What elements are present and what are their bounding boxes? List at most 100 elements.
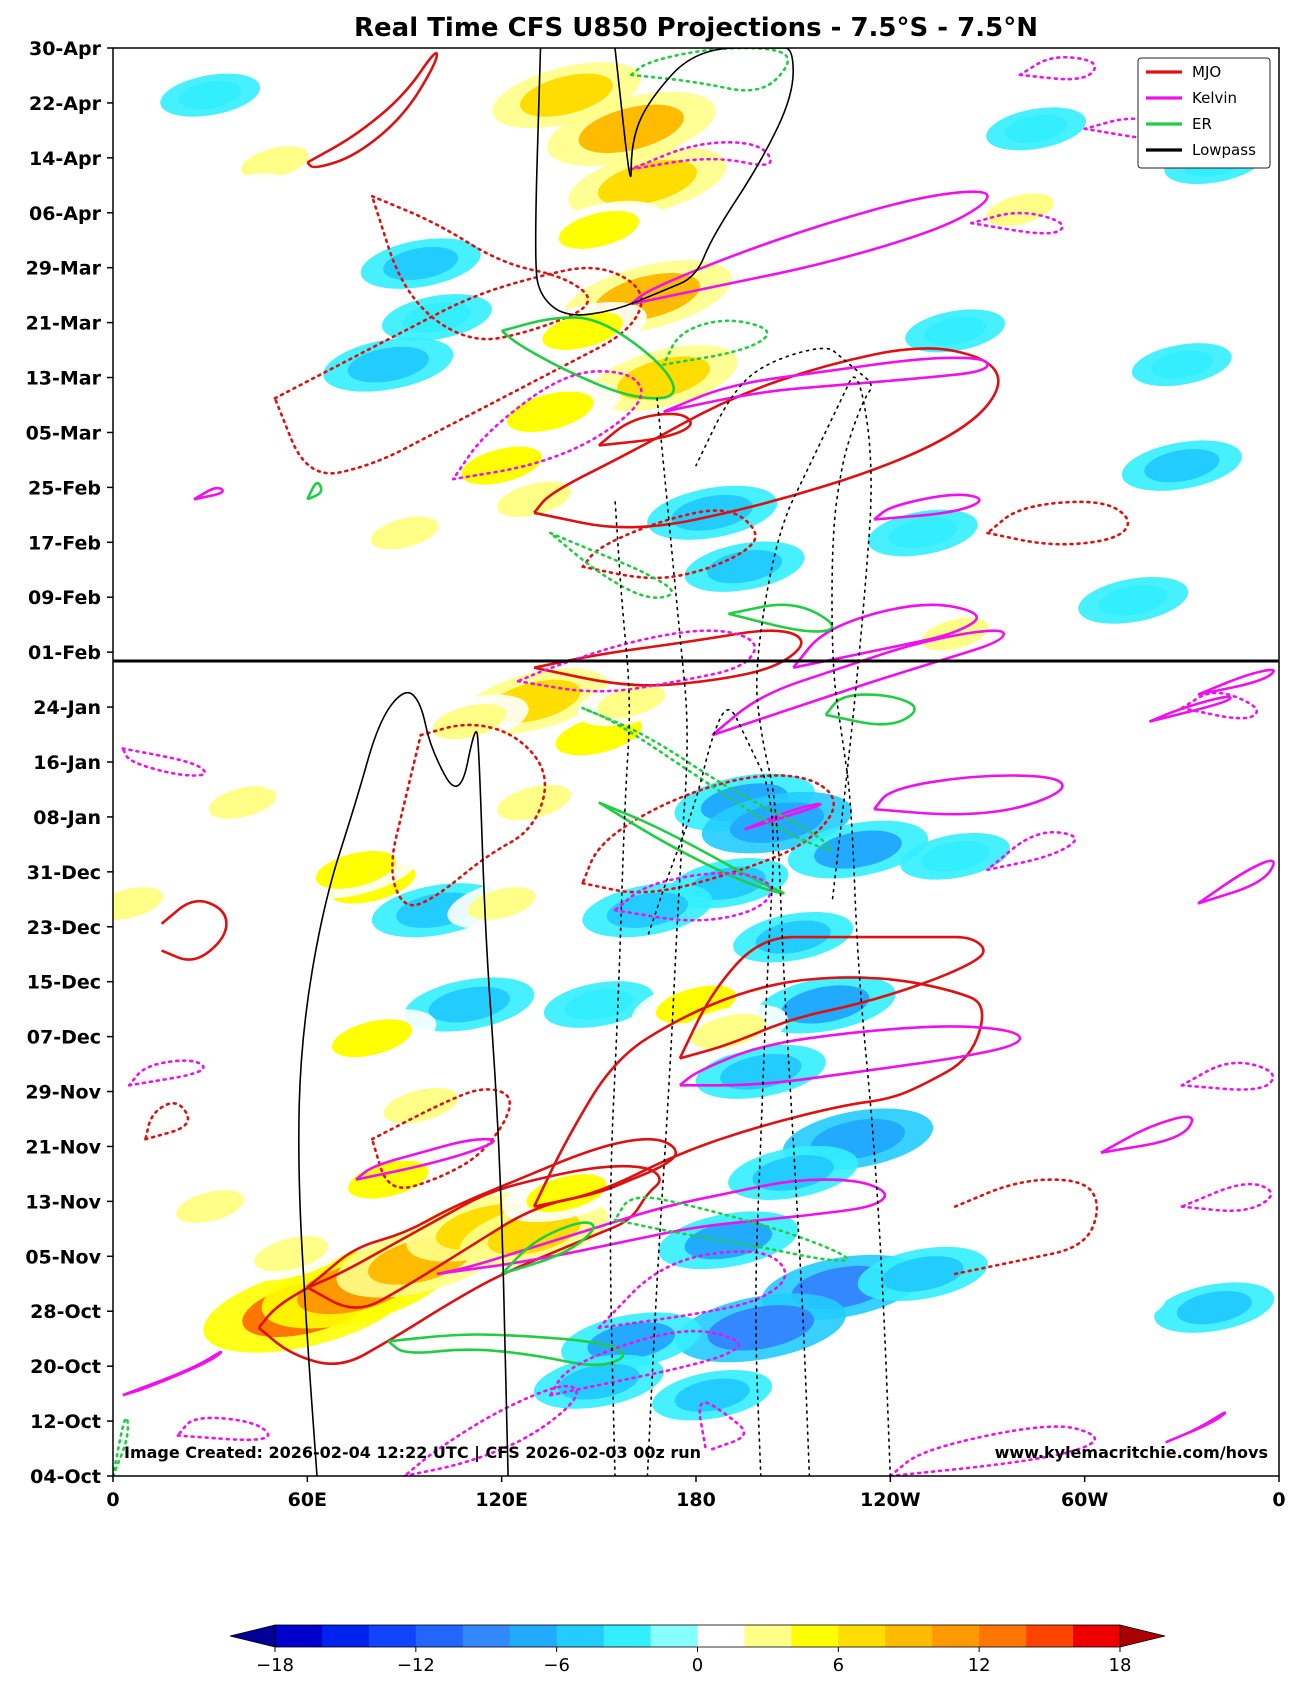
anomaly-blob xyxy=(691,1013,766,1050)
contour-mjo-solid xyxy=(160,899,228,961)
contour-lowpass-dotted xyxy=(756,376,872,1476)
y-tick-label: 25-Feb xyxy=(28,477,101,499)
colorbar-segment xyxy=(603,1625,652,1647)
anomaly-blob xyxy=(1144,448,1220,483)
anomaly-blob xyxy=(1053,248,1116,279)
anomaly-blob xyxy=(211,181,274,212)
contour-mjo-solid xyxy=(257,1164,661,1365)
anomaly-blob xyxy=(240,146,309,179)
anomaly-blob xyxy=(315,850,397,889)
anomaly-blob xyxy=(558,1363,640,1400)
anomaly-blob xyxy=(558,210,640,249)
y-tick-label: 17-Feb xyxy=(28,532,101,554)
contour-kelvin-solid xyxy=(1100,1115,1194,1154)
anomaly-blob xyxy=(956,1359,1019,1390)
y-tick-label: 29-Mar xyxy=(26,258,102,280)
contour-kelvin-dotted xyxy=(176,1416,270,1442)
contour-kelvin-dotted xyxy=(889,1425,1097,1476)
contour-kelvin-solid xyxy=(193,486,224,501)
colorbar-tick-label: −6 xyxy=(543,1655,570,1676)
anomaly-blob xyxy=(674,1378,750,1412)
contour-mjo-solid xyxy=(533,629,803,687)
colorbar-segment xyxy=(979,1625,1027,1647)
anomaly-blob xyxy=(406,619,468,650)
anomaly-blob xyxy=(130,1056,193,1087)
colorbar-segment xyxy=(885,1625,933,1647)
contour-mjo-solid xyxy=(533,347,1000,529)
contour-mjo-solid xyxy=(306,1137,678,1309)
legend-label: MJO xyxy=(1192,63,1221,81)
contour-mjo-dotted xyxy=(986,500,1130,546)
anomaly-blob xyxy=(985,193,1054,226)
anomaly-blob xyxy=(347,346,429,383)
x-tick-label: 60E xyxy=(288,1489,327,1511)
y-tick-label: 22-Apr xyxy=(29,93,102,115)
contour-kelvin-solid xyxy=(873,774,1064,816)
anomaly-blob xyxy=(496,784,572,821)
contour-kelvin-dotted xyxy=(403,1384,578,1476)
colorbar-segment xyxy=(275,1625,323,1647)
anomaly-blob xyxy=(564,989,634,1020)
y-tick-label: 05-Mar xyxy=(26,422,102,444)
y-tick-label: 15-Dec xyxy=(27,972,101,994)
x-tick-label: 120W xyxy=(860,1489,921,1511)
anomaly-blob xyxy=(1231,181,1279,212)
contour-kelvin-solid xyxy=(678,1025,1022,1087)
anomaly-blob xyxy=(888,517,958,549)
contour-er-solid xyxy=(598,801,785,895)
contour-mjo-dotted xyxy=(581,774,835,894)
anomaly-blob xyxy=(781,985,870,1024)
anomaly-blob xyxy=(370,516,439,550)
anomaly-blob xyxy=(814,830,902,869)
colorbar-segment xyxy=(1073,1625,1121,1647)
anomaly-blob xyxy=(1118,1191,1181,1222)
colorbar-tick-label: 0 xyxy=(692,1655,703,1676)
anomaly-blob xyxy=(989,383,1051,414)
contour-mjo-dotted xyxy=(391,723,547,907)
contour-kelvin-solid xyxy=(711,629,1005,737)
contour-kelvin-dotted xyxy=(451,370,643,481)
contour-kelvin-solid xyxy=(873,493,981,521)
colorbar-segment xyxy=(368,1625,417,1647)
y-tick-label: 28-Oct xyxy=(30,1301,101,1323)
anomaly-blob xyxy=(923,316,987,346)
x-tick-label: 180 xyxy=(676,1489,716,1511)
legend: MJO Kelvin ER Lowpass xyxy=(1137,57,1271,169)
anomaly-blob xyxy=(920,840,990,872)
y-tick-label: 08-Jan xyxy=(33,807,101,829)
anomaly-blob xyxy=(1086,1292,1148,1323)
y-tick-label: 06-Apr xyxy=(29,203,102,225)
anomaly-blob xyxy=(276,753,339,784)
y-tick-label: 29-Nov xyxy=(25,1082,101,1104)
colorbar-tick-label: 18 xyxy=(1109,1655,1132,1676)
contour-kelvin-dotted xyxy=(986,830,1077,872)
y-tick-label: 04-Oct xyxy=(30,1466,101,1488)
x-tick-label: 0 xyxy=(106,1489,119,1511)
anomaly-blob xyxy=(671,494,753,531)
legend-label: ER xyxy=(1192,115,1212,133)
contour-lowpass-dotted xyxy=(646,397,688,1476)
colorbar: −18 −12 −6 0 6 12 18 xyxy=(229,1624,1166,1676)
contour-kelvin-dotted xyxy=(121,747,207,777)
contour-lowpass-dotted xyxy=(646,709,775,1476)
colorbar-extend-max xyxy=(1119,1624,1166,1648)
anomaly-blob xyxy=(113,887,164,920)
y-tick-label: 16-Jan xyxy=(33,752,101,774)
contour-kelvin-solid xyxy=(792,603,978,669)
anomaly-blob xyxy=(921,617,990,651)
anomaly-blob xyxy=(383,1087,458,1124)
x-tick-label: 120E xyxy=(475,1489,528,1511)
y-tick-label: 07-Dec xyxy=(27,1027,101,1049)
colorbar-tick-label: 12 xyxy=(968,1655,991,1676)
contour-mjo-dotted xyxy=(370,194,590,341)
contour-mjo-dotted xyxy=(144,1102,190,1141)
colorbar-segment xyxy=(415,1625,464,1647)
x-axis: 0 60E 120E 180 120W 60W 0 xyxy=(106,1476,1286,1511)
contour-kelvin-dotted xyxy=(1018,55,1097,81)
contour-mjo-solid xyxy=(306,51,439,169)
colorbar-extend-min xyxy=(229,1624,276,1648)
contour-kelvin-solid xyxy=(436,1178,887,1276)
contour-lowpass-solid xyxy=(298,691,509,1476)
contour-kelvin-dotted xyxy=(613,871,773,922)
y-tick-label: 31-Dec xyxy=(27,862,101,884)
